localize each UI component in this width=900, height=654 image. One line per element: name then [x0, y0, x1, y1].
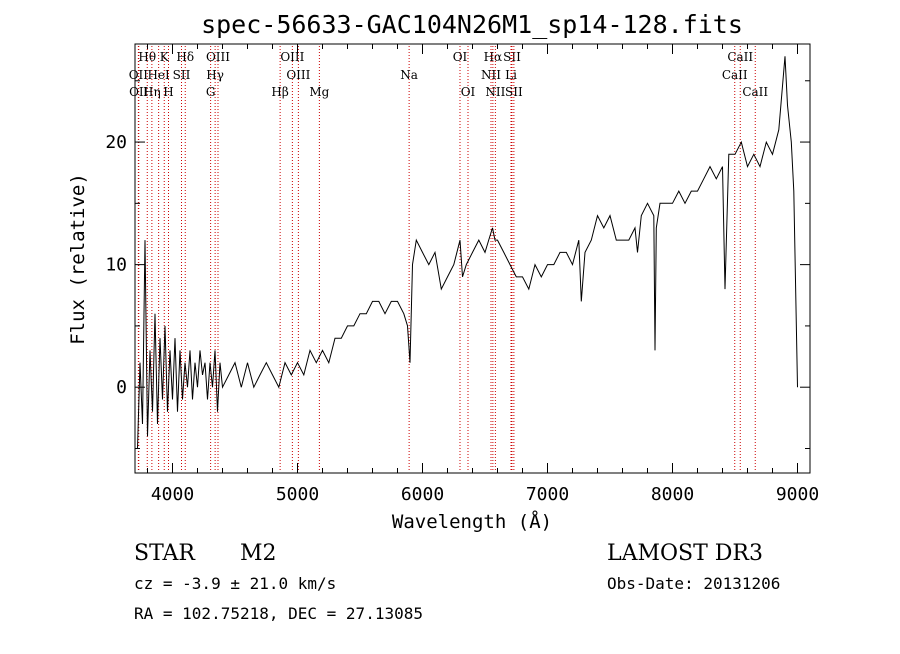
- survey-name: LAMOST DR3: [607, 541, 763, 566]
- y-tick-label: 0: [116, 377, 127, 398]
- x-tick-label: 8000: [651, 484, 694, 505]
- line-marker-label: NII: [485, 85, 505, 99]
- line-marker-label: SII: [503, 50, 521, 64]
- line-marker-label: OIII: [286, 68, 310, 82]
- line-marker-label: Mg: [309, 85, 329, 99]
- x-axis: 4000 5000 6000 7000 8000 9000: [147, 44, 819, 505]
- x-tick-label: 7000: [526, 484, 569, 505]
- line-marker-label: OII: [129, 85, 149, 99]
- object-class: STAR: [134, 541, 196, 566]
- x-tick-label: 9000: [776, 484, 819, 505]
- spectrum-line: [137, 56, 798, 449]
- y-tick-label: 10: [105, 255, 127, 276]
- x-tick-label: 5000: [276, 484, 319, 505]
- line-marker-label: Hα: [484, 50, 503, 64]
- plot-frame: [134, 43, 811, 474]
- x-tick-label: 6000: [401, 484, 444, 505]
- line-marker-label: K: [160, 50, 170, 64]
- obs-date: Obs-Date: 20131206: [607, 574, 780, 593]
- line-marker-label: OIII: [206, 50, 230, 64]
- redshift-text: cz = -3.9 ± 21.0 km/s: [134, 574, 336, 593]
- line-marker-label: OI: [461, 85, 476, 99]
- y-axis-label: Flux (relative): [67, 173, 89, 345]
- line-marker-label: NII: [481, 68, 501, 82]
- line-marker-label: Hθ: [138, 50, 156, 64]
- coordinates-text: RA = 102.75218, DEC = 27.13085: [134, 604, 423, 623]
- line-marker-label: OII: [129, 68, 149, 82]
- chart-title: spec-56633-GAC104N26M1_sp14-128.fits: [201, 10, 743, 39]
- y-axis: 0 10 20: [105, 80, 810, 449]
- line-marker-label: Hγ: [206, 68, 224, 82]
- line-marker-label: Li: [505, 68, 517, 82]
- line-marker-label: H: [163, 85, 173, 99]
- line-marker-label: SII: [173, 68, 191, 82]
- line-marker-label: Hη: [143, 85, 161, 99]
- line-marker-label: SII: [505, 85, 523, 99]
- line-marker-label: HeI: [147, 68, 170, 82]
- line-marker-label: Na: [400, 68, 418, 82]
- x-tick-label: 4000: [151, 484, 194, 505]
- line-marker-label: Hδ: [176, 50, 194, 64]
- line-marker-label: CaII: [722, 68, 748, 82]
- line-marker-label: G: [206, 85, 216, 99]
- line-marker-label: OIII: [280, 50, 304, 64]
- line-marker-label: OI: [453, 50, 468, 64]
- object-subclass: M2: [240, 541, 277, 566]
- x-axis-label: Wavelength (Å): [392, 510, 552, 533]
- line-marker-label: CaII: [727, 50, 753, 64]
- y-tick-label: 20: [105, 132, 127, 153]
- line-marker-label: Hβ: [271, 85, 288, 99]
- line-marker-label: CaII: [742, 85, 768, 99]
